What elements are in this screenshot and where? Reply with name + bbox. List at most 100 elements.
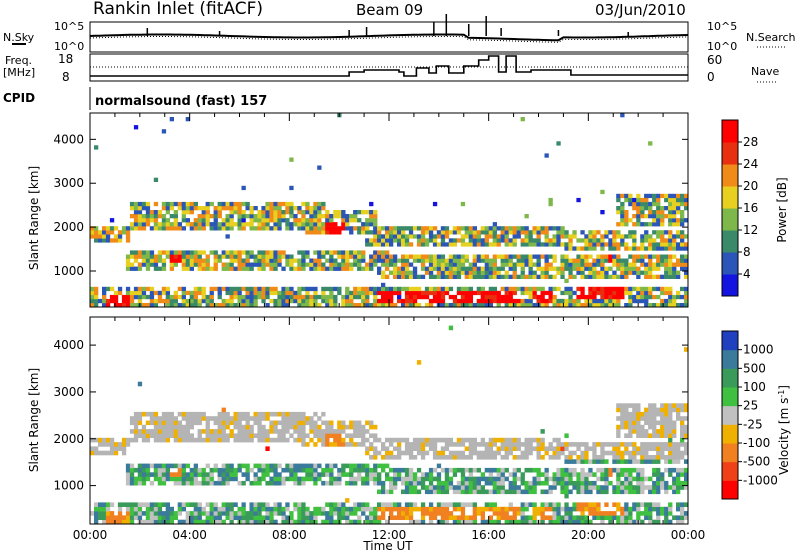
range-gate-cell <box>580 262 585 267</box>
range-gate-cell <box>245 472 250 477</box>
range-gate-cell <box>169 429 174 434</box>
range-gate-cell <box>652 442 657 447</box>
range-gate-cell <box>237 226 242 231</box>
range-gate-cell <box>656 222 661 227</box>
range-gate-cell <box>520 455 525 460</box>
range-gate-cell <box>628 403 633 408</box>
range-gate-cell <box>345 433 350 438</box>
range-gate-cell <box>440 234 446 239</box>
range-gate-cell <box>257 519 262 525</box>
range-gate-cell <box>265 433 270 438</box>
range-gate-cell <box>361 294 366 300</box>
range-gate-cell <box>373 433 378 438</box>
range-gate-cell <box>181 480 186 486</box>
range-gate-cell <box>612 442 617 447</box>
range-gate-cell <box>576 502 581 507</box>
range-gate-cell <box>153 258 159 263</box>
range-gate-cell <box>684 450 689 456</box>
range-gate-cell <box>213 206 218 211</box>
range-gate-cell <box>337 262 342 267</box>
range-gate-cell <box>644 433 649 438</box>
range-gate-cell <box>237 294 242 300</box>
range-gate-cell <box>676 270 681 275</box>
range-gate-cell <box>668 234 673 239</box>
range-gate-cell <box>233 201 238 207</box>
range-gate-cell <box>205 214 210 219</box>
range-gate-cell <box>656 210 661 215</box>
range-gate-cell <box>329 254 334 259</box>
range-gate-cell <box>401 238 406 243</box>
range-gate-cell <box>353 442 358 447</box>
range-gate-cell <box>137 254 143 259</box>
range-gate-cell <box>353 226 358 231</box>
range-gate-cell <box>217 515 222 520</box>
range-gate-cell <box>313 201 318 207</box>
range-gate-cell <box>604 298 609 304</box>
range-gate-cell <box>456 262 462 267</box>
range-gate-cell <box>281 298 286 304</box>
range-gate-cell <box>145 502 151 507</box>
range-gate-cell <box>249 502 254 507</box>
range-gate-cell <box>644 290 649 296</box>
range-gate-cell <box>365 446 370 451</box>
range-gate-cell <box>484 450 489 456</box>
range-gate-cell <box>381 242 386 247</box>
range-gate-cell <box>424 286 430 292</box>
range-gate-cell <box>632 238 637 243</box>
range-gate-cell <box>472 437 477 443</box>
range-gate-cell <box>357 266 362 271</box>
range-gate-cell <box>468 455 473 460</box>
range-gate-cell <box>544 476 549 482</box>
range-gate-cell <box>161 214 167 219</box>
range-gate-cell <box>492 476 497 482</box>
range-gate-cell <box>528 266 533 271</box>
range-gate-cell <box>317 437 322 443</box>
range-gate-cell <box>265 437 270 443</box>
range-gate-cell <box>596 254 601 259</box>
range-gate-cell <box>596 467 601 473</box>
range-gate-cell <box>564 511 569 516</box>
range-gate-cell <box>269 476 274 482</box>
range-gate-cell <box>245 262 250 267</box>
range-gate-cell <box>369 506 374 512</box>
range-gate-cell <box>512 446 517 451</box>
range-gate-cell <box>472 480 477 486</box>
range-gate-cell <box>185 472 190 477</box>
range-gate-cell <box>181 258 186 263</box>
range-gate-cell <box>237 222 242 227</box>
range-gate-cell <box>564 246 569 251</box>
range-gate-cell <box>480 294 485 300</box>
range-gate-cell <box>656 515 661 520</box>
range-gate-cell <box>225 515 230 520</box>
range-gate-cell <box>612 489 617 495</box>
range-gate-cell <box>676 197 681 203</box>
range-gate-cell <box>345 515 350 520</box>
range-gate-cell <box>472 254 477 259</box>
range-gate-cell <box>185 511 190 516</box>
range-gate-cell <box>556 234 561 239</box>
range-gate-cell <box>137 511 143 516</box>
range-gate-cell <box>612 274 617 279</box>
range-gate-cell <box>612 467 617 473</box>
range-gate-cell <box>285 506 290 512</box>
range-gate-cell <box>389 294 394 300</box>
range-gate-cell <box>229 476 234 482</box>
range-gate-cell <box>480 266 485 271</box>
range-gate-cell <box>540 472 545 477</box>
colorbar-segment <box>722 164 738 187</box>
range-gate-cell <box>217 437 222 443</box>
range-gate-cell <box>389 442 394 447</box>
range-gate-cell <box>500 437 505 443</box>
range-gate-cell <box>660 476 665 482</box>
range-gate-cell <box>460 515 466 520</box>
range-gate-cell <box>408 294 414 300</box>
range-gate-cell <box>480 489 485 495</box>
range-gate-cell <box>161 266 167 271</box>
range-gate-cell <box>365 463 370 469</box>
range-gate-cell <box>353 286 358 292</box>
range-gate-cell <box>632 519 637 525</box>
range-gate-cell <box>628 485 633 490</box>
range-gate-cell <box>153 226 159 231</box>
range-gate-cell <box>98 234 103 239</box>
range-gate-cell <box>436 506 442 512</box>
